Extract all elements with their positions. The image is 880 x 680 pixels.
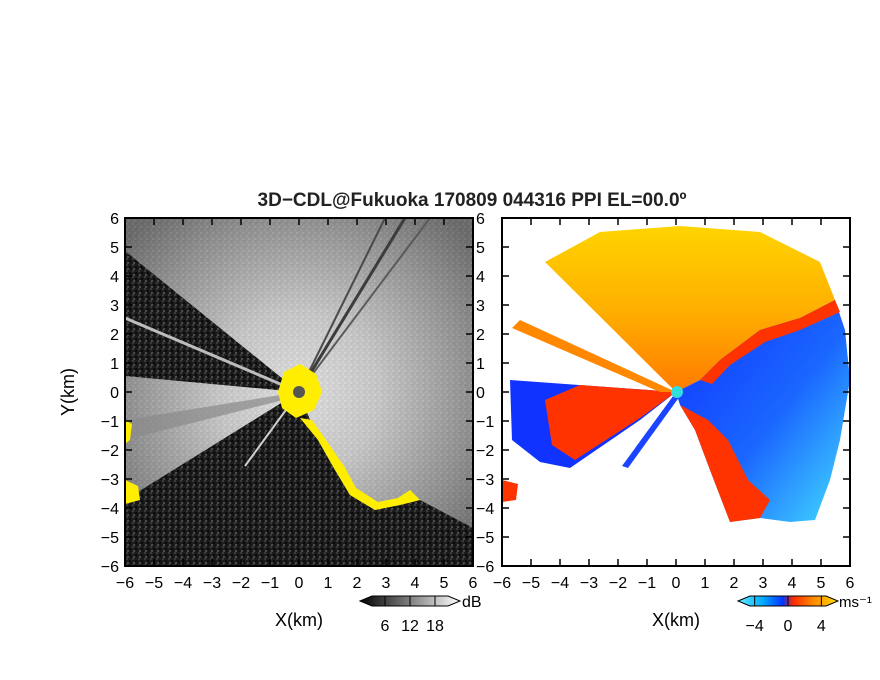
velocity-xtick-label: −4 [551,575,569,592]
velocity-xtick-label: 4 [788,575,797,592]
reflectivity-colorbar-tick-label: 18 [426,618,444,635]
yellow-west-2 [125,480,140,504]
reflectivity-ytick-label-right: 5 [476,240,485,257]
reflectivity-ytick-label: −2 [101,443,119,460]
reflectivity-ytick-label-right: −6 [476,559,494,576]
velocity-xtick-label: −5 [522,575,540,592]
velocity-colorbar-unit: ms⁻¹ [839,594,872,611]
velocity-west-edge [502,480,518,502]
streak-northeast-3 [298,218,431,393]
reflectivity-xtick-label: 5 [440,575,449,592]
velocity-xtick-label: 5 [817,575,826,592]
velocity-xtick-label: −1 [638,575,656,592]
reflectivity-xtick-label: 3 [382,575,391,592]
reflectivity-xtick-label: −1 [261,575,279,592]
reflectivity-ytick-label-right: 1 [476,356,485,373]
velocity-colorbar-tick-label: 0 [784,618,793,635]
reflectivity-panel [125,218,473,566]
reflectivity-colorbar: 6 12 18 dB [358,594,482,635]
streak-northwest [125,316,300,394]
velocity-boundary-south [680,405,770,522]
reflectivity-xtick-label: −2 [232,575,250,592]
velocity-xtick-label: −6 [493,575,511,592]
reflectivity-ytick-label-right: −1 [476,414,494,431]
velocity-ticks: −6 −5 −4 −3 −2 −1 0 1 2 3 4 5 6 [493,217,855,592]
reflectivity-ytick-label: 4 [110,269,119,286]
velocity-colorbar-tick-label: −4 [746,618,764,635]
reflectivity-xtick-label: 2 [353,575,362,592]
reflectivity-colorbar-tick-label: 12 [401,618,419,635]
reflectivity-ytick-label: −4 [101,501,119,518]
reflectivity-ytick-label-right: −3 [476,472,494,489]
reflectivity-ytick-label-right: −2 [476,443,494,460]
streak-northeast-1 [297,218,407,393]
reflectivity-ytick-label: −1 [101,414,119,431]
velocity-boundary-north [700,300,840,384]
yellow-edge [300,418,420,510]
left-ylabel: Y(km) [58,368,78,416]
velocity-xtick-label: 1 [701,575,710,592]
reflectivity-xtick-label: 6 [469,575,478,592]
velocity-west-red [545,385,676,460]
dark-sector-south [125,392,473,566]
reflectivity-ytick-label: 5 [110,240,119,257]
reflectivity-ytick-label-right: −5 [476,530,494,547]
velocity-xtick-label: 0 [672,575,681,592]
reflectivity-ytick-label: 2 [110,327,119,344]
reflectivity-ytick-label: 6 [110,211,119,228]
reflectivity-ytick-label-right: 0 [476,385,485,402]
reflectivity-colorbar-ticks: 6 12 18 [381,596,444,635]
right-xlabel: X(km) [652,610,700,630]
velocity-colorbar-tick-label: 4 [817,618,826,635]
reflectivity-ytick-label: −6 [101,559,119,576]
reflectivity-xtick-label: 1 [324,575,333,592]
velocity-streak-south [622,392,680,468]
reflectivity-xtick-label: −4 [174,575,192,592]
yellow-west-1 [125,420,132,444]
velocity-west-orange [512,320,676,392]
velocity-panel [502,218,850,566]
left-xlabel: X(km) [275,610,323,630]
reflectivity-xtick-label: 4 [411,575,420,592]
reflectivity-ytick-label: −3 [101,472,119,489]
velocity-xtick-label: −3 [580,575,598,592]
velocity-xtick-label: −2 [609,575,627,592]
velocity-xtick-label: 3 [759,575,768,592]
velocity-colorbar: −4 0 4 ms⁻¹ [736,594,872,635]
velocity-xtick-label: 2 [730,575,739,592]
dark-sector-northwest [125,251,299,392]
radar-site-velocity [671,386,683,398]
axes: −6 −5 −4 −3 −2 −1 0 1 2 3 4 5 66 65 54 43 32 21 10 0−1 −1−2−… [101,211,855,592]
dark-sector-west [125,392,299,440]
reflectivity-ytick-label: 3 [110,298,119,315]
chart-title: 3D−CDL@Fukuoka 170809 044316 PPI EL=00.0… [258,190,687,211]
streak-northeast-2 [298,218,386,393]
velocity-xtick-label: 6 [846,575,855,592]
reflectivity-xtick-label: −3 [203,575,221,592]
reflectivity-xtick-label: −6 [116,575,134,592]
reflectivity-ytick-label-right: 4 [476,269,485,286]
reflectivity-xtick-label: 0 [295,575,304,592]
reflectivity-ytick-label: −5 [101,530,119,547]
reflectivity-colorbar-unit: dB [462,594,482,611]
reflectivity-ytick-label: 1 [110,356,119,373]
reflectivity-ticks: −6 −5 −4 −3 −2 −1 0 1 2 3 4 5 66 65 54 43 32 21 10 0−1 −1−2−… [101,211,495,592]
reflectivity-ytick-label-right: −4 [476,501,494,518]
reflectivity-ytick-label: 0 [110,385,119,402]
reflectivity-colorbar-tick-label: 6 [381,618,390,635]
reflectivity-ytick-label-right: 6 [476,211,485,228]
reflectivity-ytick-label-right: 3 [476,298,485,315]
velocity-colorbar-ticks: −4 0 4 [746,596,826,635]
radar-site [293,386,305,398]
reflectivity-ytick-label-right: 2 [476,327,485,344]
velocity-positive-sector [545,226,835,392]
reflectivity-xtick-label: −5 [145,575,163,592]
